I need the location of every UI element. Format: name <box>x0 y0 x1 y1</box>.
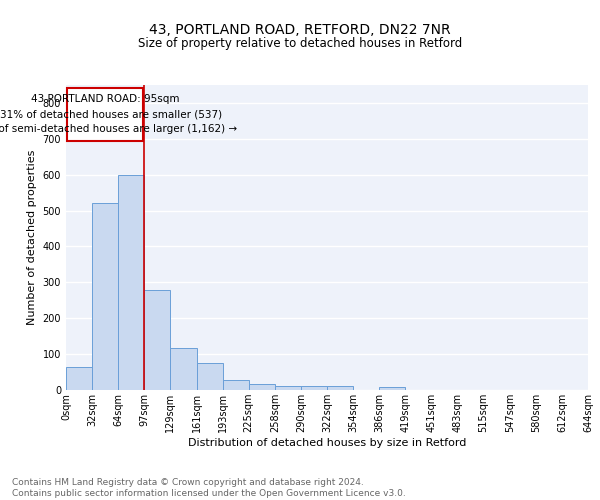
Bar <box>197 363 223 390</box>
Bar <box>118 174 145 390</box>
Bar <box>92 204 118 390</box>
Bar <box>379 387 406 390</box>
Bar <box>301 386 327 390</box>
Text: 43 PORTLAND ROAD: 95sqm
← 31% of detached houses are smaller (537)
68% of semi-d: 43 PORTLAND ROAD: 95sqm ← 31% of detache… <box>0 94 238 134</box>
Bar <box>223 380 249 390</box>
FancyBboxPatch shape <box>67 88 143 141</box>
Bar <box>170 348 197 390</box>
Bar <box>327 386 353 390</box>
X-axis label: Distribution of detached houses by size in Retford: Distribution of detached houses by size … <box>188 438 466 448</box>
Text: Size of property relative to detached houses in Retford: Size of property relative to detached ho… <box>138 38 462 51</box>
Text: 43, PORTLAND ROAD, RETFORD, DN22 7NR: 43, PORTLAND ROAD, RETFORD, DN22 7NR <box>149 22 451 36</box>
Bar <box>145 290 170 390</box>
Bar <box>249 384 275 390</box>
Bar <box>66 366 92 390</box>
Bar <box>275 386 301 390</box>
Text: Contains HM Land Registry data © Crown copyright and database right 2024.
Contai: Contains HM Land Registry data © Crown c… <box>12 478 406 498</box>
Y-axis label: Number of detached properties: Number of detached properties <box>27 150 37 325</box>
